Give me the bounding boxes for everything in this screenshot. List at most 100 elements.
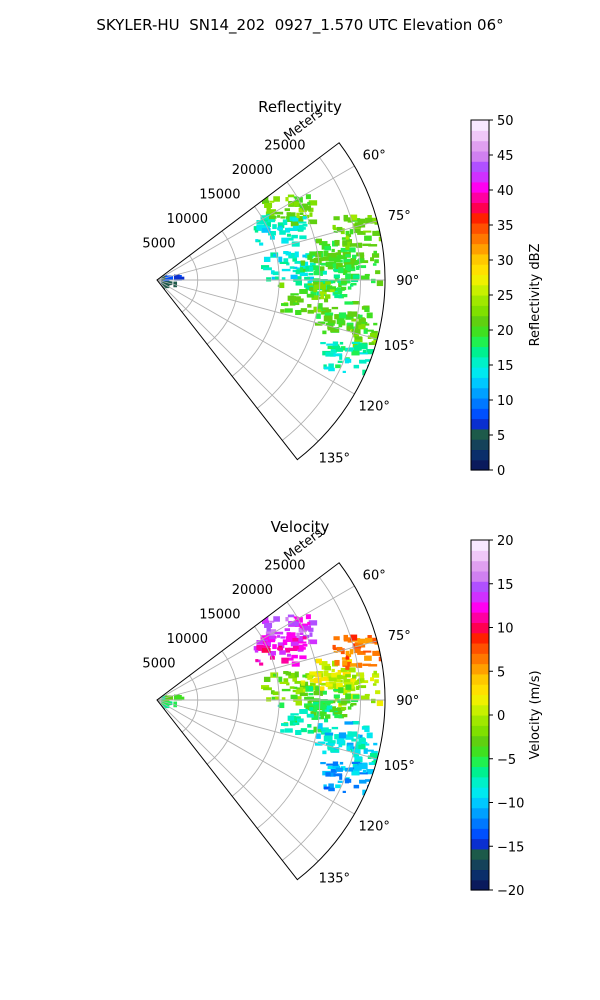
echo-pixel (313, 270, 322, 276)
echo-pixel (308, 200, 318, 206)
echo-pixel (382, 657, 386, 664)
echo-pixel (306, 713, 314, 718)
range-ring (282, 157, 362, 441)
echo-pixel (395, 321, 403, 325)
velocity-panel: Velocity Meters 5000 10000 15000 20000 2… (142, 518, 543, 899)
echo-pixel (351, 279, 359, 283)
echo-pixel (347, 744, 354, 751)
echo-pixel (351, 349, 360, 356)
azimuth-tick-label: 105° (384, 759, 415, 774)
colorbar-segment (471, 315, 489, 327)
colorbar-segment (471, 787, 489, 798)
echo-pixel (331, 726, 339, 730)
colorbar-segment (471, 807, 489, 819)
echo-pixel (356, 252, 365, 257)
echo-pixel (370, 257, 374, 262)
colorbar-segment (471, 274, 489, 286)
colorbar-segment (471, 745, 489, 757)
echo-pixel (333, 227, 337, 231)
range-ring (206, 650, 239, 765)
echo-pixel (309, 251, 317, 256)
echo-pixel (313, 690, 322, 696)
echo-pixel (296, 298, 304, 303)
echo-pixel (334, 314, 343, 320)
echo-pixel (311, 295, 319, 300)
echo-pixel (338, 732, 347, 739)
echo-pixel (354, 345, 362, 351)
echo-pixel (366, 749, 374, 752)
echo-pixel (324, 289, 330, 292)
echo-pixel (347, 654, 352, 658)
echo-pixel (326, 763, 335, 766)
echo-pixel (295, 309, 302, 315)
colorbar-tick-label: 40 (497, 184, 514, 199)
echo-pixel (357, 638, 366, 644)
echo-pixel (342, 690, 348, 695)
echo-pixel (382, 240, 385, 246)
echo-pixel (371, 760, 378, 765)
echo-pixel (350, 282, 357, 286)
echo-pixel (351, 341, 361, 345)
echo-pixel (270, 629, 276, 632)
echo-pixel (366, 349, 375, 355)
echo-pixel (345, 656, 349, 660)
range-tick-label: 20000 (232, 583, 273, 598)
echo-pixel (266, 697, 272, 702)
echo-pixel (292, 217, 299, 222)
echo-pixel (344, 721, 354, 725)
azimuth-tick-label: 60° (363, 569, 386, 584)
echo-pixel (337, 707, 345, 711)
echo-pixel (341, 265, 347, 268)
range-ring (181, 255, 199, 313)
echo-pixel (293, 196, 299, 199)
echo-pixel (332, 224, 336, 230)
echo-pixel (282, 219, 288, 226)
echo-pixel (378, 236, 385, 242)
echo-pixel (347, 234, 352, 238)
echo-cluster (314, 720, 373, 755)
echo-pixel (362, 663, 371, 667)
echo-pixel (325, 729, 332, 733)
colorbar-tick-labels: −20 −15 −10 −5 0 5 10 15 20 (497, 534, 524, 899)
echo-pixel (332, 345, 341, 349)
echo-pixel (347, 311, 352, 317)
colorbar-segment (471, 653, 489, 665)
echo-pixel (255, 239, 259, 242)
echo-pixel (309, 258, 316, 263)
echo-pixel (301, 262, 305, 266)
echo-pixel (262, 611, 271, 615)
azimuth-tick-label: 75° (388, 629, 411, 644)
echo-pixel (372, 230, 381, 236)
echo-pixel (312, 698, 321, 703)
azimuth-tick-label: 75° (388, 209, 411, 224)
echo-pixel (162, 281, 171, 286)
echo-pixel (361, 741, 368, 745)
echo-pixel (346, 698, 351, 704)
echo-pixel (291, 234, 298, 239)
echo-pixel (284, 208, 291, 212)
echo-pixel (279, 702, 285, 709)
echo-pixel (322, 708, 326, 712)
echo-pixel (327, 686, 334, 690)
echo-pixel (293, 201, 299, 207)
colorbar-segment (471, 253, 489, 265)
azimuth-tick-label: 90° (396, 694, 419, 709)
range-ring (231, 206, 280, 377)
echo-pixel (340, 648, 345, 655)
echo-pixel (262, 200, 270, 205)
echo-pixel (302, 674, 306, 678)
colorbar-segment (471, 192, 489, 203)
echo-pixel (378, 656, 386, 662)
echo-pixel (354, 262, 359, 265)
echo-pixel (307, 696, 314, 701)
echo-pixel (334, 256, 341, 263)
echo-pixel (372, 263, 377, 266)
echo-pixel (285, 227, 291, 233)
echo-pixel (313, 306, 317, 313)
echo-pixel (302, 625, 312, 631)
colorbar-label: Reflectivity dBZ (528, 244, 543, 347)
echo-pixel (367, 215, 372, 218)
colorbar-tick-label: 20 (497, 534, 514, 549)
range-tick-label: 20000 (232, 163, 273, 178)
figure-title: SKYLER-HU SN14_202 0927_1.570 UTC Elevat… (96, 16, 504, 34)
